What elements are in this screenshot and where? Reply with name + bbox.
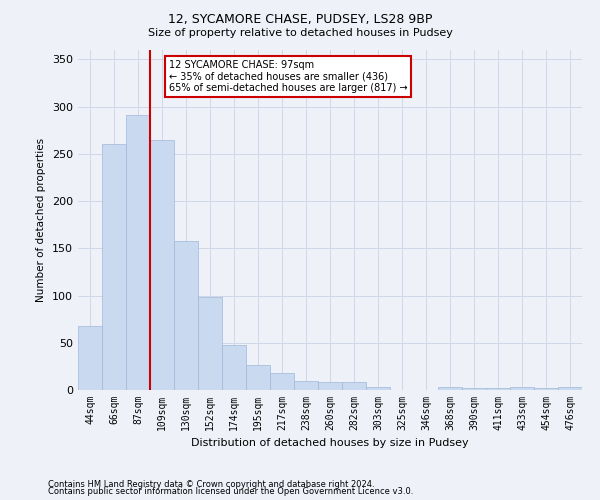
- Bar: [102, 144, 126, 390]
- Bar: [558, 387, 582, 390]
- Bar: [462, 388, 486, 390]
- Bar: [366, 387, 390, 390]
- Bar: [198, 298, 222, 390]
- Bar: [486, 388, 510, 390]
- Text: Contains HM Land Registry data © Crown copyright and database right 2024.: Contains HM Land Registry data © Crown c…: [48, 480, 374, 489]
- X-axis label: Distribution of detached houses by size in Pudsey: Distribution of detached houses by size …: [191, 438, 469, 448]
- Text: Size of property relative to detached houses in Pudsey: Size of property relative to detached ho…: [148, 28, 452, 38]
- Bar: [126, 115, 150, 390]
- Bar: [174, 241, 198, 390]
- Text: 12 SYCAMORE CHASE: 97sqm
← 35% of detached houses are smaller (436)
65% of semi-: 12 SYCAMORE CHASE: 97sqm ← 35% of detach…: [169, 60, 407, 94]
- Bar: [150, 140, 174, 390]
- Bar: [294, 380, 318, 390]
- Y-axis label: Number of detached properties: Number of detached properties: [37, 138, 46, 302]
- Bar: [246, 364, 270, 390]
- Bar: [78, 326, 102, 390]
- Bar: [270, 373, 294, 390]
- Bar: [534, 388, 558, 390]
- Bar: [318, 382, 342, 390]
- Text: 12, SYCAMORE CHASE, PUDSEY, LS28 9BP: 12, SYCAMORE CHASE, PUDSEY, LS28 9BP: [168, 12, 432, 26]
- Bar: [342, 382, 366, 390]
- Bar: [510, 387, 534, 390]
- Text: Contains public sector information licensed under the Open Government Licence v3: Contains public sector information licen…: [48, 488, 413, 496]
- Bar: [438, 387, 462, 390]
- Bar: [222, 344, 246, 390]
